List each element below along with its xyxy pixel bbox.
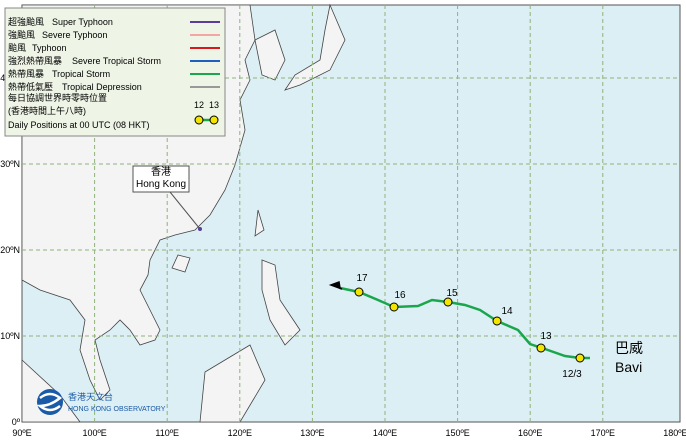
legend-sample-day: 12	[194, 100, 204, 110]
legend-sample-day: 13	[209, 100, 219, 110]
legend-cn: 強颱風	[8, 29, 35, 40]
logo-en: HONG KONG OBSERVATORY	[68, 406, 166, 413]
legend-en: Severe Typhoon	[42, 30, 107, 40]
logo-cn: 香港天文台	[68, 391, 113, 402]
logo: 香港天文台 HONG KONG OBSERVATORY	[36, 389, 166, 415]
legend-en: Typhoon	[32, 43, 67, 53]
daily-position	[443, 297, 453, 307]
hk-en: Hong Kong	[136, 179, 186, 190]
legend-cn: 熱帶低氣壓	[8, 81, 53, 92]
lon-label: 90ºE	[12, 428, 31, 438]
day-label: 15	[446, 288, 458, 299]
track-arrow	[328, 280, 343, 290]
day-label: 12/3	[562, 369, 582, 380]
lat-label: 30ºN	[0, 159, 20, 169]
day-label: 16	[394, 290, 406, 301]
legend-en: Tropical Depression	[62, 82, 142, 92]
legend-cn: 熱帶風暴	[8, 68, 44, 79]
track	[339, 286, 590, 360]
legend-cn: 颱風	[8, 43, 26, 53]
lon-label: 100ºE	[82, 428, 106, 438]
hk-label-box	[132, 165, 190, 193]
daily-position	[492, 316, 502, 326]
daily-position	[354, 287, 364, 297]
graticule	[22, 5, 680, 422]
legend-daily-cn: 每日協調世界時零時位置	[8, 92, 107, 103]
legend-cn: 超強颱風	[8, 16, 44, 27]
day-label: 17	[356, 273, 368, 284]
daily-position	[575, 353, 585, 363]
legend-sample-dot	[209, 115, 219, 125]
legend-sample-dot	[194, 115, 204, 125]
lat-label: 10ºN	[0, 331, 20, 341]
lon-label: 150ºE	[445, 428, 469, 438]
lon-label: 160ºE	[518, 428, 542, 438]
storm-en: Bavi	[615, 359, 642, 375]
legend-en: Super Typhoon	[52, 17, 113, 27]
daily-position	[389, 302, 399, 312]
legend-daily-cn2: (香港時間上午八時)	[8, 105, 86, 116]
lon-label: 110ºE	[155, 428, 179, 438]
lat-label: 20ºN	[0, 245, 20, 255]
legend-daily-en: Daily Positions at 00 UTC (08 HKT)	[8, 120, 150, 130]
lat-label: 0º	[12, 417, 21, 427]
lon-label: 130ºE	[300, 428, 324, 438]
daily-position	[536, 343, 546, 353]
day-label: 13	[540, 331, 552, 342]
day-label: 14	[501, 306, 513, 317]
lon-label: 180ºE	[663, 428, 686, 438]
storm-cn: 巴威	[615, 340, 643, 356]
lon-label: 120ºE	[228, 428, 252, 438]
legend-box	[4, 7, 226, 137]
lon-label: 140ºE	[373, 428, 397, 438]
hk-cn: 香港	[151, 166, 171, 178]
legend-en: Tropical Storm	[52, 69, 110, 79]
legend-cn: 強烈熱帶風暴	[8, 55, 62, 66]
lon-label: 170ºE	[591, 428, 615, 438]
hk-dot	[198, 227, 202, 231]
hk-pointer	[169, 191, 201, 230]
legend-en: Severe Tropical Storm	[72, 56, 161, 66]
